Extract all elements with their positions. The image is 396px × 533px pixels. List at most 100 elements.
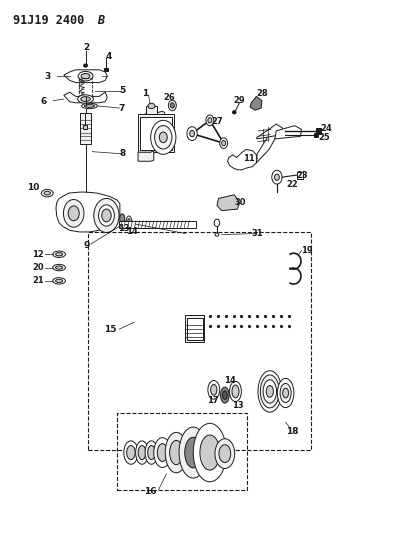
Ellipse shape xyxy=(157,443,168,462)
Ellipse shape xyxy=(283,388,289,398)
Circle shape xyxy=(63,199,84,227)
Ellipse shape xyxy=(221,387,229,403)
Bar xyxy=(141,117,172,150)
Ellipse shape xyxy=(193,423,227,482)
Ellipse shape xyxy=(145,441,158,464)
Text: 13: 13 xyxy=(232,401,243,410)
Circle shape xyxy=(150,120,176,155)
Bar xyxy=(297,172,303,179)
Text: 2: 2 xyxy=(84,43,90,52)
Ellipse shape xyxy=(41,189,53,197)
Ellipse shape xyxy=(230,381,242,401)
Text: 15: 15 xyxy=(104,325,117,334)
Text: 25: 25 xyxy=(318,133,330,142)
Ellipse shape xyxy=(258,370,282,412)
Ellipse shape xyxy=(232,385,239,398)
Bar xyxy=(88,232,311,450)
Ellipse shape xyxy=(78,95,93,103)
Bar xyxy=(105,68,109,71)
Circle shape xyxy=(159,132,167,143)
Polygon shape xyxy=(275,126,301,139)
Ellipse shape xyxy=(138,446,146,459)
Text: 24: 24 xyxy=(320,124,332,133)
Circle shape xyxy=(99,205,114,226)
Bar xyxy=(314,133,318,137)
Bar xyxy=(187,318,203,340)
Text: 14: 14 xyxy=(126,228,138,237)
Ellipse shape xyxy=(154,438,171,467)
Ellipse shape xyxy=(124,441,138,464)
Circle shape xyxy=(190,131,194,137)
Text: 21: 21 xyxy=(32,276,44,285)
Circle shape xyxy=(187,127,197,141)
Circle shape xyxy=(274,174,279,180)
Text: 30: 30 xyxy=(235,198,246,207)
Text: 18: 18 xyxy=(286,427,299,436)
Text: 17: 17 xyxy=(207,396,219,405)
Bar xyxy=(138,114,174,152)
Polygon shape xyxy=(138,151,154,161)
Ellipse shape xyxy=(185,437,202,468)
Ellipse shape xyxy=(148,446,155,459)
Circle shape xyxy=(222,141,226,146)
Circle shape xyxy=(272,170,282,184)
Text: 19: 19 xyxy=(301,246,312,255)
Ellipse shape xyxy=(55,266,63,269)
Polygon shape xyxy=(256,124,283,139)
Text: 9: 9 xyxy=(84,241,90,250)
Ellipse shape xyxy=(165,432,187,473)
Circle shape xyxy=(94,198,119,232)
Circle shape xyxy=(206,115,214,126)
Ellipse shape xyxy=(211,384,217,395)
Ellipse shape xyxy=(82,103,97,109)
Polygon shape xyxy=(64,70,107,83)
Ellipse shape xyxy=(53,264,65,271)
Polygon shape xyxy=(140,110,166,131)
Ellipse shape xyxy=(280,383,291,402)
Text: 8: 8 xyxy=(120,149,126,158)
Circle shape xyxy=(102,209,111,222)
Ellipse shape xyxy=(223,391,227,399)
Bar xyxy=(117,413,248,490)
Polygon shape xyxy=(56,192,120,232)
Ellipse shape xyxy=(200,435,220,470)
Ellipse shape xyxy=(44,191,50,195)
Ellipse shape xyxy=(179,427,208,478)
Bar xyxy=(80,114,91,144)
Circle shape xyxy=(220,138,228,149)
Text: 11: 11 xyxy=(243,154,255,163)
Bar xyxy=(83,125,87,130)
Ellipse shape xyxy=(53,278,65,284)
Ellipse shape xyxy=(127,446,135,459)
Circle shape xyxy=(168,100,176,111)
Bar xyxy=(316,128,321,134)
Circle shape xyxy=(170,103,174,108)
Circle shape xyxy=(208,118,212,123)
Text: 22: 22 xyxy=(287,180,299,189)
Ellipse shape xyxy=(263,379,276,403)
Text: 20: 20 xyxy=(32,263,44,272)
Polygon shape xyxy=(64,92,107,103)
Ellipse shape xyxy=(81,74,90,79)
Ellipse shape xyxy=(126,216,132,227)
Text: 14: 14 xyxy=(225,376,236,385)
Ellipse shape xyxy=(55,253,63,256)
Ellipse shape xyxy=(277,378,294,408)
Bar xyxy=(146,106,157,114)
Ellipse shape xyxy=(169,440,183,465)
Ellipse shape xyxy=(53,251,65,257)
Text: 23: 23 xyxy=(297,171,308,180)
Text: 91J19 2400: 91J19 2400 xyxy=(13,14,84,27)
Text: 4: 4 xyxy=(106,52,112,61)
Circle shape xyxy=(68,206,79,221)
Text: 1: 1 xyxy=(142,89,148,98)
Text: 16: 16 xyxy=(145,487,157,496)
Text: B: B xyxy=(97,14,105,27)
Text: 27: 27 xyxy=(211,117,223,126)
Ellipse shape xyxy=(78,71,93,81)
Ellipse shape xyxy=(260,375,279,408)
Text: 12: 12 xyxy=(32,250,44,259)
Ellipse shape xyxy=(148,103,155,109)
Bar xyxy=(79,78,92,98)
Ellipse shape xyxy=(215,233,219,236)
